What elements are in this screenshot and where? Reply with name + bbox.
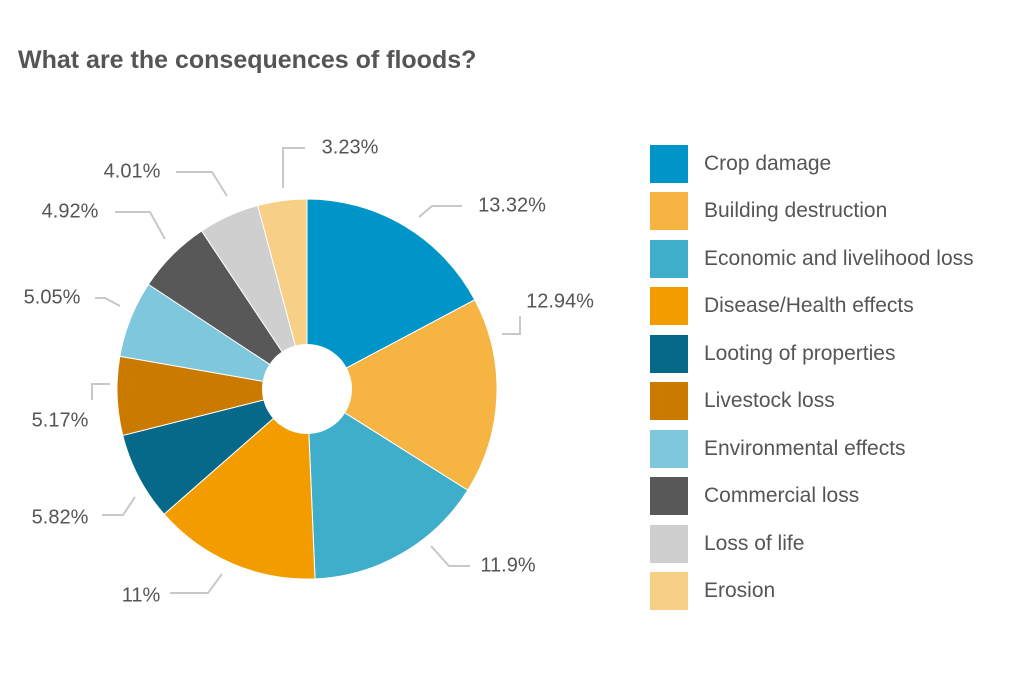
legend-item-economic-livelihood-loss: Economic and livelihood loss [650, 235, 974, 283]
leader-line [176, 171, 228, 197]
legend-item-erosion: Erosion [650, 568, 974, 616]
data-label: 13.32% [478, 194, 546, 216]
legend-item-looting-of-properties: Looting of properties [650, 330, 974, 378]
data-label: 4.92% [42, 200, 99, 222]
legend-label: Disease/Health effects [704, 294, 914, 318]
legend-swatch [650, 572, 688, 611]
legend: Crop damage Building destruction Economi… [650, 140, 974, 615]
legend-label: Building destruction [704, 199, 888, 223]
legend-swatch [650, 144, 688, 183]
leader-line [282, 147, 305, 188]
legend-item-loss-of-life: Loss of life [650, 520, 974, 568]
pie-slice-disease-health-effects [163, 387, 316, 580]
legend-swatch [650, 429, 688, 468]
data-label: 5.17% [32, 409, 89, 431]
donut-hole [262, 344, 352, 434]
legend-item-disease-health-effects: Disease/Health effects [650, 283, 974, 331]
leader-line [502, 316, 521, 335]
leader-line [91, 383, 110, 400]
leader-line [430, 545, 470, 567]
legend-item-commercial-loss: Commercial loss [650, 473, 974, 521]
legend-swatch [650, 192, 688, 231]
pie-slice-building-destruction [306, 299, 498, 491]
legend-label: Environmental effects [704, 436, 906, 460]
data-label: 11.9% [480, 554, 535, 576]
data-label: 4.01% [104, 160, 161, 182]
chart-title: What are the consequences of floods? [18, 46, 477, 74]
legend-swatch [650, 287, 688, 326]
leader-line [418, 205, 462, 218]
legend-label: Commercial loss [704, 484, 860, 508]
legend-item-environmental-effects: Environmental effects [650, 425, 974, 473]
legend-label: Looting of properties [704, 341, 896, 365]
pie-slice-crop-damage [306, 198, 476, 390]
data-label: 5.82% [32, 506, 89, 528]
legend-item-crop-damage: Crop damage [650, 140, 974, 188]
pie-slice-erosion [257, 198, 308, 390]
legend-label: Erosion [704, 579, 776, 603]
leader-line [170, 573, 223, 594]
legend-swatch [650, 524, 688, 563]
legend-label: Crop damage [704, 151, 832, 175]
leader-line [115, 211, 166, 240]
legend-label: Loss of life [704, 531, 805, 555]
leader-line [102, 496, 136, 516]
data-label: 3.23% [322, 136, 379, 158]
legend-label: Economic and livelihood loss [704, 246, 974, 270]
legend-label: Livestock loss [704, 389, 835, 413]
legend-swatch [650, 477, 688, 516]
pie-slice-economic-and-livelihood-loss [306, 388, 469, 580]
data-label: 12.94% [526, 290, 594, 312]
legend-item-livestock-loss: Livestock loss [650, 378, 974, 426]
leader-line [95, 297, 121, 307]
legend-item-building-destruction: Building destruction [650, 188, 974, 236]
legend-swatch [650, 239, 688, 278]
legend-swatch [650, 382, 688, 421]
legend-swatch [650, 334, 688, 373]
data-label: 11% [122, 584, 161, 606]
data-label: 5.05% [24, 286, 81, 308]
